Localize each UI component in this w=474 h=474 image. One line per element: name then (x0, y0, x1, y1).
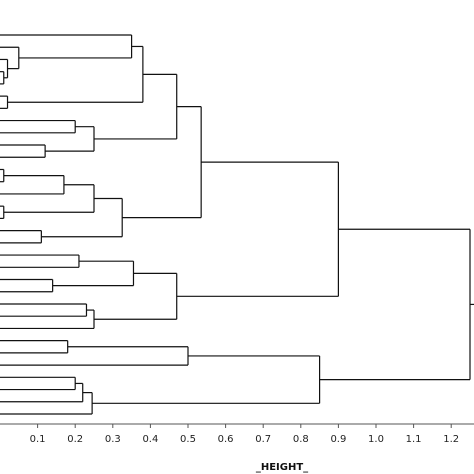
x-tick-label: 1.0 (368, 434, 384, 445)
x-ticks: 0.1 0.2 0.3 0.4 0.5 0.6 0.7 0.8 0.9 1.0 1.1 1.2 (30, 424, 459, 445)
x-tick-label: 0.3 (105, 434, 121, 445)
x-tick-label: 0.9 (330, 434, 346, 445)
dendrogram-links (0, 34, 474, 415)
x-tick-label: 1.2 (443, 434, 459, 445)
x-tick-label: 0.7 (255, 434, 271, 445)
x-tick-label: 1.1 (406, 434, 422, 445)
x-axis-title: _HEIGHT_ (256, 462, 308, 473)
x-tick-label: 0.2 (67, 434, 83, 445)
x-tick-label: 0.4 (142, 434, 158, 445)
x-tick-label: 0.5 (180, 434, 196, 445)
x-tick-label: 0.1 (30, 434, 46, 445)
x-tick-label: 0.8 (293, 434, 309, 445)
x-tick-label: 0.6 (218, 434, 234, 445)
